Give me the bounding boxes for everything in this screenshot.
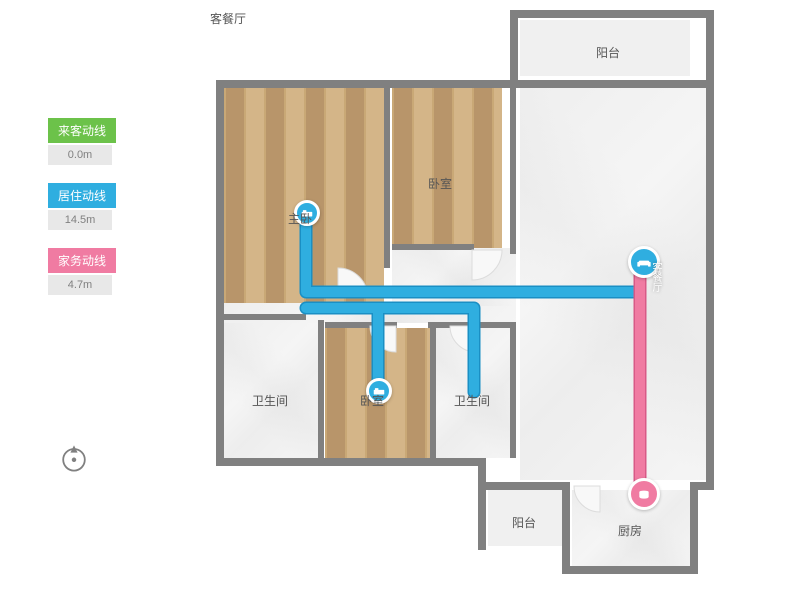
legend-value: 0.0m — [48, 145, 112, 165]
wall-segment — [510, 10, 518, 82]
wall-segment — [478, 458, 486, 550]
wall-segment — [510, 328, 516, 458]
room-label-living: 客餐厅 — [210, 10, 246, 27]
living-node — [628, 246, 660, 278]
room-living — [520, 80, 710, 480]
wall-segment — [562, 482, 570, 574]
wall-segment — [562, 566, 698, 574]
kitchen-node — [628, 478, 660, 510]
wall-segment — [216, 80, 224, 465]
legend-item-guest: 来客动线 0.0m — [48, 118, 116, 165]
legend: 来客动线 0.0m 居住动线 14.5m 家务动线 4.7m — [48, 118, 116, 313]
floor-plan: 客餐厅 主卧卧室卧室卫生间卫生间客餐厅阳台阳台厨房 — [210, 10, 720, 570]
wall-segment — [430, 328, 436, 458]
room-balcony-bottom — [488, 490, 564, 546]
legend-value: 4.7m — [48, 275, 112, 295]
room-master-bedroom — [224, 88, 384, 303]
wall-segment — [216, 80, 714, 88]
wall-segment — [325, 322, 397, 328]
room-corridor2 — [392, 248, 516, 306]
wall-segment — [706, 10, 714, 488]
bedroom-node — [366, 378, 392, 404]
wall-segment — [318, 320, 324, 458]
wall-segment — [478, 482, 570, 490]
master-node — [294, 200, 320, 226]
wall-segment — [510, 88, 516, 254]
room-balcony-top — [520, 20, 690, 76]
wall-segment — [384, 88, 390, 268]
room-bath-right — [436, 328, 512, 458]
wall-segment — [392, 244, 474, 250]
wall-segment — [224, 314, 306, 320]
legend-item-living: 居住动线 14.5m — [48, 183, 116, 230]
legend-item-chores: 家务动线 4.7m — [48, 248, 116, 295]
wall-segment — [216, 458, 486, 466]
legend-value: 14.5m — [48, 210, 112, 230]
legend-header: 家务动线 — [48, 248, 116, 273]
wall-segment — [690, 482, 698, 574]
room-bedroom-top — [392, 88, 502, 248]
wall-segment — [510, 10, 710, 18]
room-bath-left — [224, 320, 320, 460]
compass-icon — [56, 440, 92, 476]
wall-segment — [428, 322, 516, 328]
legend-header: 来客动线 — [48, 118, 116, 143]
room-corridor — [224, 303, 516, 323]
legend-header: 居住动线 — [48, 183, 116, 208]
